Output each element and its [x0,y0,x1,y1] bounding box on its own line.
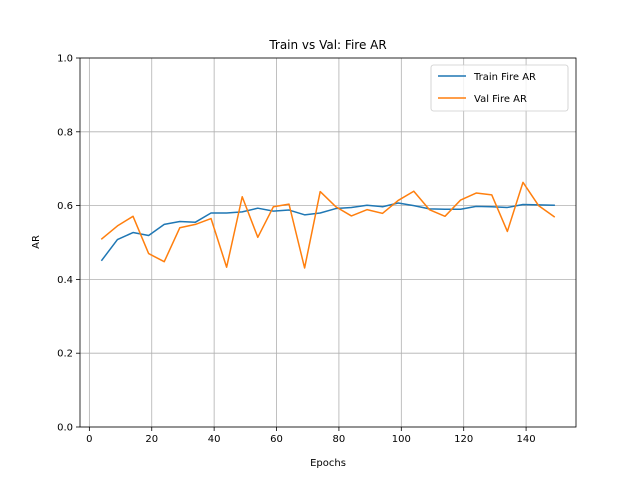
chart-title: Train vs Val: Fire AR [268,38,386,52]
val-fire-ar-line [100,181,556,269]
legend-label: Train Fire AR [473,72,536,83]
x-tick-label: 120 [454,434,473,445]
x-tick-label: 140 [517,434,536,445]
y-tick-label: 1.0 [57,54,73,65]
x-axis-label: Epochs [310,458,346,469]
series-layer [100,181,556,269]
legend-label: Val Fire AR [474,94,527,105]
train-fire-ar-line [100,202,555,262]
y-tick-label: 0.6 [57,201,73,212]
y-tick-label: 0.0 [57,423,73,434]
x-tick-label: 0 [86,434,92,445]
x-tick-label: 40 [208,434,221,445]
y-tick-label: 0.4 [57,275,73,286]
x-tick-label: 60 [270,434,283,445]
x-tick-label: 100 [392,434,411,445]
x-tick-label: 20 [145,434,158,445]
legend: Train Fire AR Val Fire AR [430,64,569,112]
y-tick-label: 0.2 [57,349,73,360]
x-tick-label: 80 [333,434,346,445]
ticks: 0 20 40 60 80 100 120 140 0.0 0.2 0.4 0.6 0.8 1.0 [57,54,536,446]
y-axis-label: AR [31,235,42,249]
grid [80,57,576,428]
y-tick-label: 0.8 [57,127,73,138]
plot-frame [79,57,577,428]
